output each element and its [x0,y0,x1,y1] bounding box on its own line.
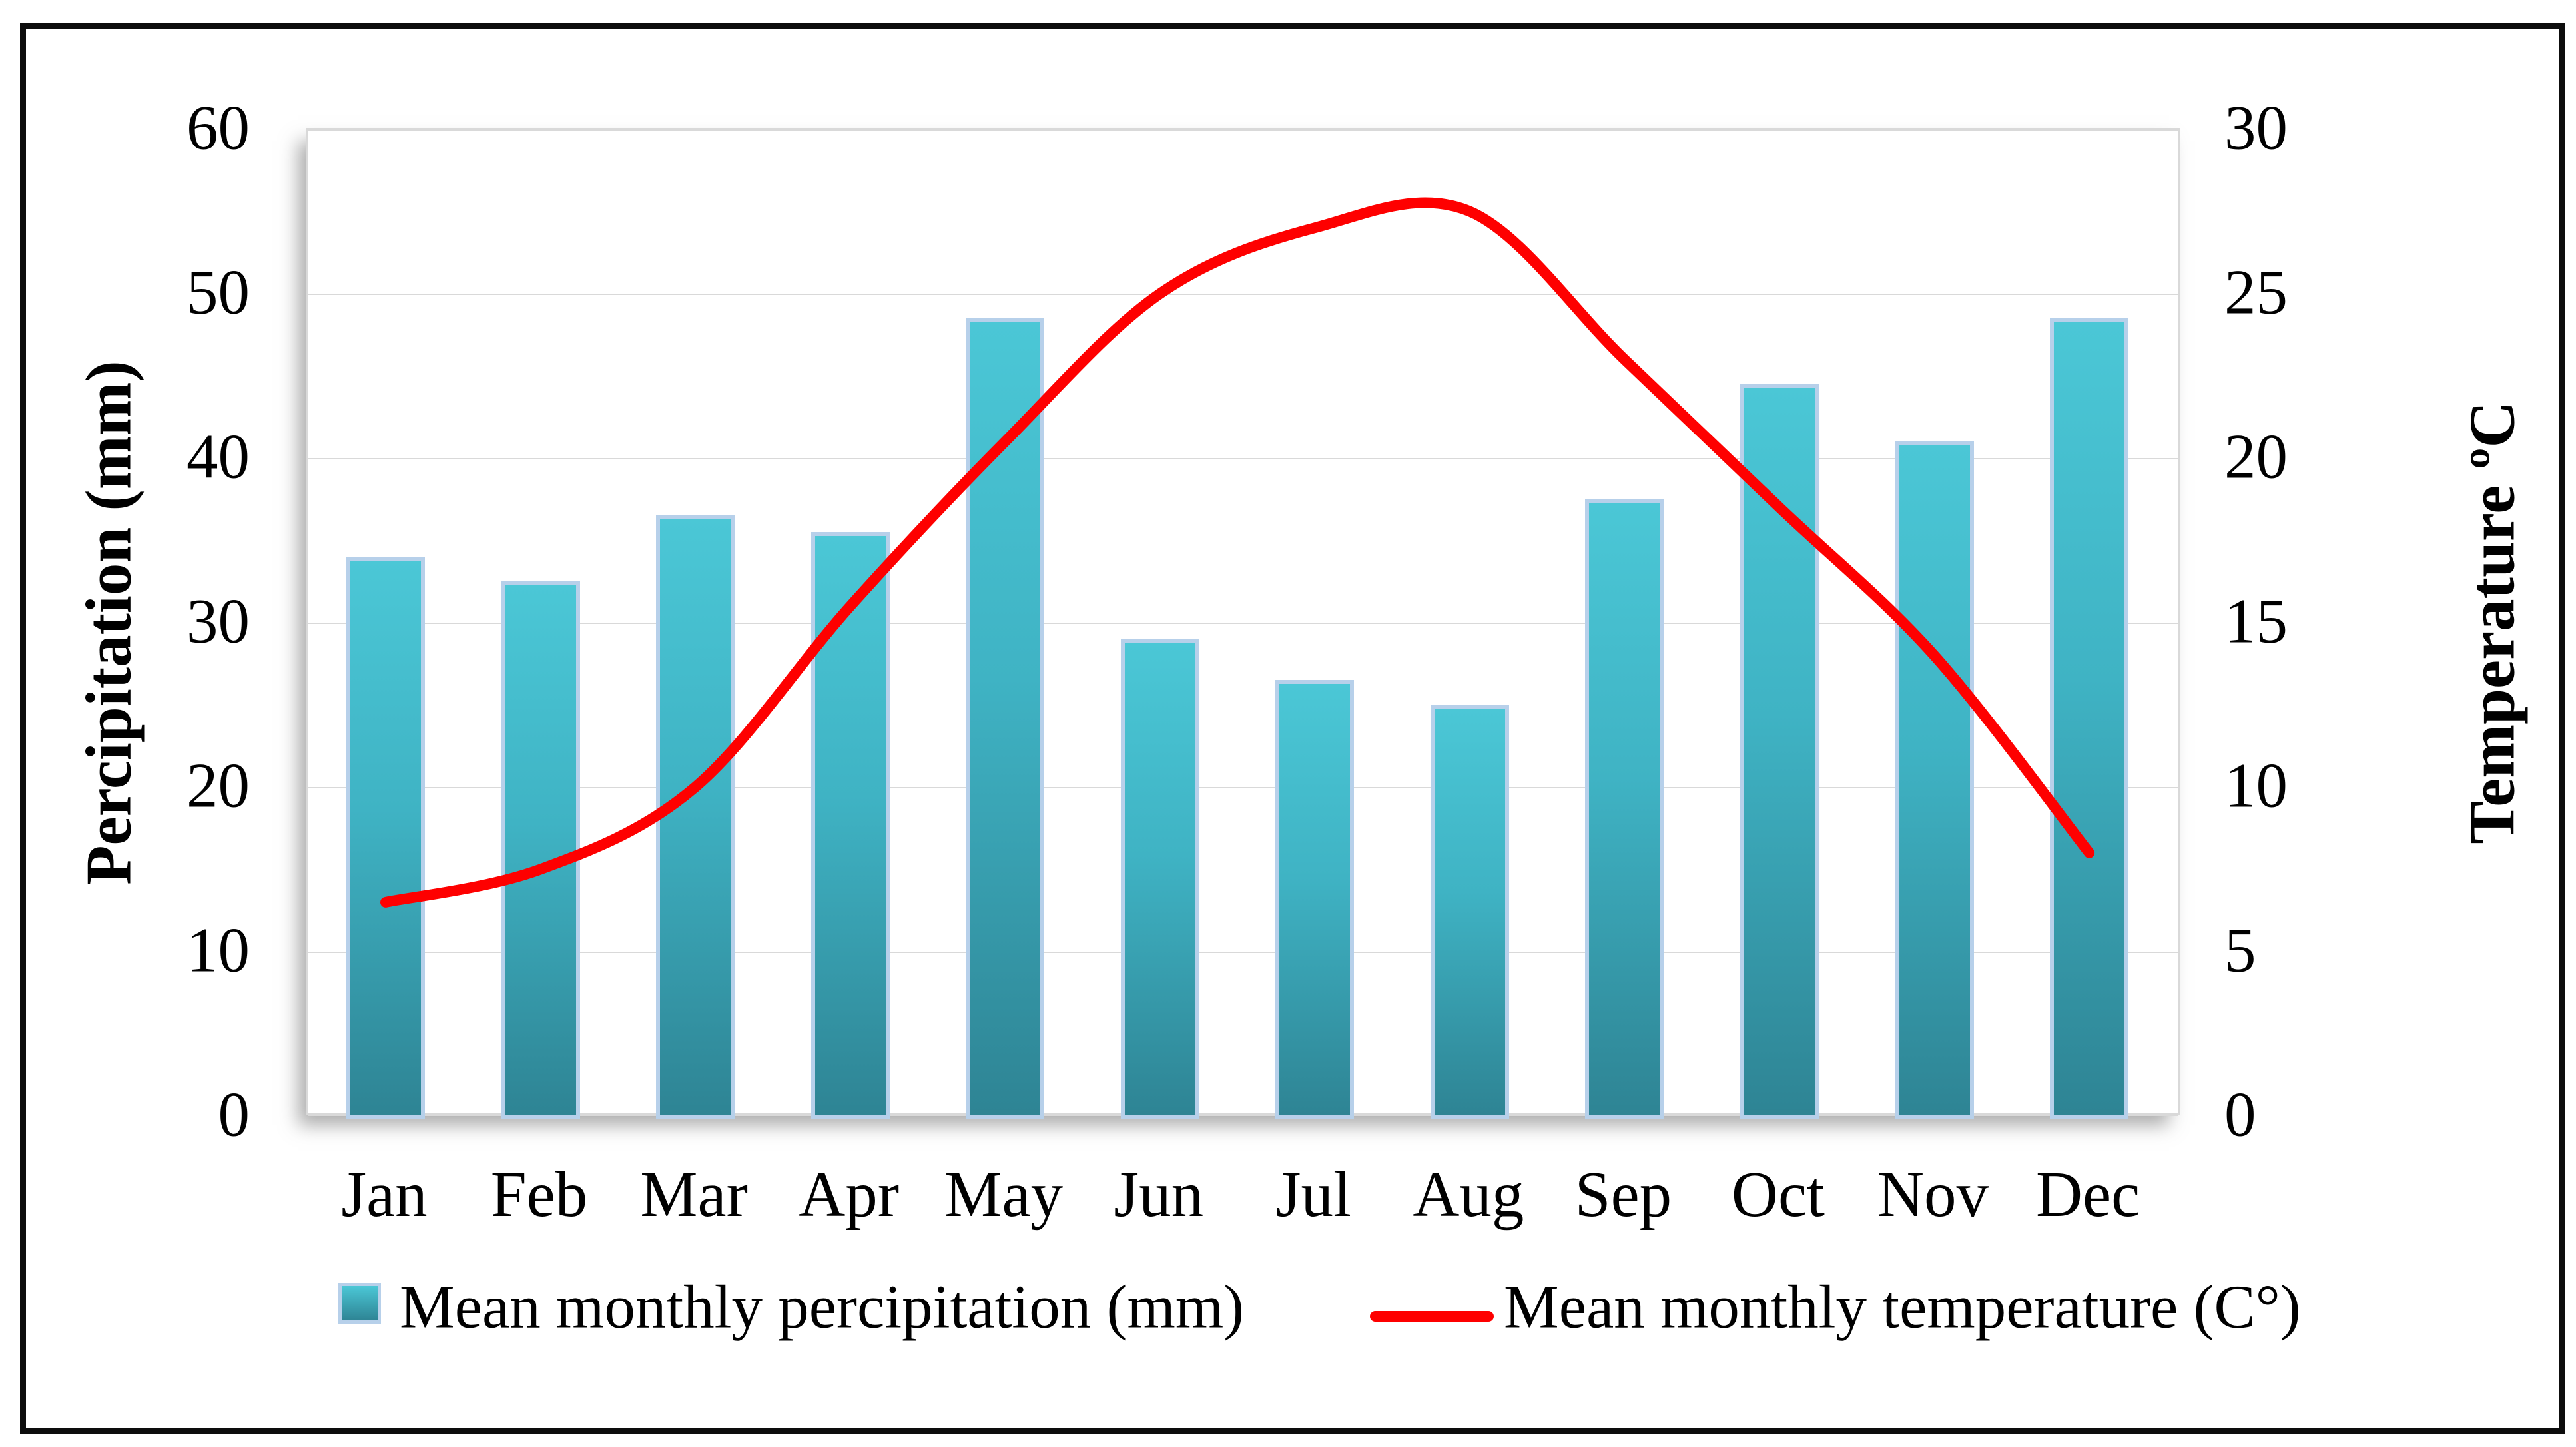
right-tick-5: 5 [2224,914,2256,986]
month-label-jul: Jul [1275,1159,1351,1230]
month-label-mar: Mar [640,1159,748,1230]
plot-area [306,128,2180,1119]
precipitation-bar-nov [1895,441,1974,1119]
precipitation-bar-aug [1430,705,1509,1119]
left-tick-20: 20 [186,750,250,821]
month-label-sep: Sep [1574,1159,1672,1230]
figure-border [20,23,2565,1434]
month-label-dec: Dec [2035,1159,2140,1230]
precipitation-bar-jul [1275,680,1355,1119]
precipitation-bar-feb [501,581,580,1119]
precipitation-bar-jun [1120,639,1199,1119]
month-label-oct: Oct [1731,1159,1825,1230]
left-tick-0: 0 [218,1079,250,1150]
gridline [308,623,2178,624]
month-label-feb: Feb [490,1159,588,1230]
right-axis-title: Temperature ºC [2456,401,2528,844]
right-tick-15: 15 [2224,585,2288,657]
left-tick-10: 10 [186,914,250,986]
gridline [308,294,2178,295]
temperature-line-layer [380,197,2095,908]
gridline [308,1115,2178,1116]
left-tick-30: 30 [186,585,250,657]
right-tick-20: 20 [2224,421,2288,492]
legend-precipitation-swatch [338,1283,381,1324]
legend-precipitation-label: Mean monthly percipitation (mm) [400,1273,1245,1342]
gridline [308,129,2178,131]
precipitation-bar-may [966,318,1045,1119]
month-label-may: May [944,1159,1064,1230]
precipitation-bar-dec [2050,318,2129,1119]
gridline [308,787,2178,788]
legend-temperature-line-swatch [1370,1311,1494,1322]
month-label-jun: Jun [1114,1159,1204,1230]
legend-temperature-label: Mean monthly temperature (C°) [1504,1273,2301,1342]
right-tick-10: 10 [2224,750,2288,821]
gridline [308,952,2178,953]
left-tick-60: 60 [186,92,250,163]
temperature-line [380,197,2095,908]
month-label-apr: Apr [799,1159,900,1230]
right-tick-25: 25 [2224,256,2288,328]
precipitation-bar-sep [1585,499,1664,1119]
right-tick-30: 30 [2224,92,2288,163]
left-axis-title: Percipitation (mm) [73,360,145,885]
left-tick-40: 40 [186,421,250,492]
month-label-jan: Jan [341,1159,428,1230]
precipitation-bar-jan [346,557,425,1119]
gridline [308,458,2178,459]
month-label-aug: Aug [1413,1159,1524,1230]
left-tick-50: 50 [186,256,250,328]
month-label-nov: Nov [1877,1159,1989,1230]
right-tick-0: 0 [2224,1079,2256,1150]
